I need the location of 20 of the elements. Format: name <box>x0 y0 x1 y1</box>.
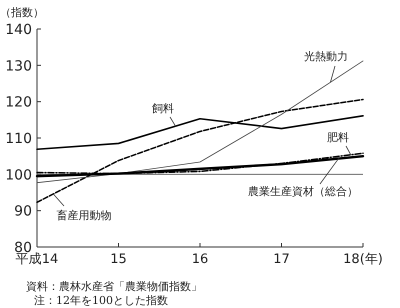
y-tick-label: 130 <box>5 58 32 74</box>
series-label: 農業生産資材（総合） <box>248 185 358 198</box>
text: 注：12年を100とした指数 <box>34 294 168 307</box>
text: 資料：農林水産省「農業物価指数」 <box>26 280 202 293</box>
series-label: 光熱動力 <box>304 50 348 63</box>
x-tick-label: 16 <box>192 252 208 267</box>
y-tick-label: 110 <box>5 131 32 147</box>
line-series <box>36 98 364 204</box>
series-label: 飼料 <box>152 102 174 115</box>
y-axis-title: （指数） <box>0 6 44 19</box>
series-label: 畜産用動物 <box>56 209 112 222</box>
line-series <box>36 60 364 184</box>
y-tick-label: 140 <box>5 22 32 38</box>
x-tick-label: 15 <box>110 252 127 267</box>
y-tick-label: 120 <box>5 94 32 111</box>
series-label: 肥料 <box>327 131 349 144</box>
x-tick-label: 18(年) <box>343 252 383 267</box>
y-tick-label: 100 <box>5 167 32 184</box>
y-tick-label: 90 <box>14 204 32 220</box>
x-tick-label: 17 <box>273 252 290 267</box>
